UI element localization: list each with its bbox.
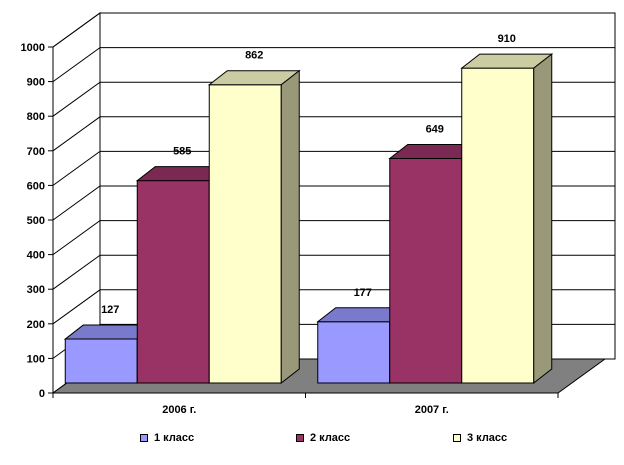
legend-swatch <box>296 434 304 442</box>
x-axis-ticks: 2006 г. 2007 г. <box>52 392 559 416</box>
bar-side <box>280 69 300 385</box>
bar-side <box>533 53 553 385</box>
gridline <box>52 47 615 83</box>
gridline <box>52 12 615 48</box>
data-label: 862 <box>245 50 263 62</box>
legend-item: 2 класс <box>296 432 350 444</box>
bar <box>460 53 554 385</box>
y-tick-label: 300 <box>27 284 45 296</box>
data-label: 649 <box>426 123 444 135</box>
legend-item: 1 класс <box>140 432 194 444</box>
chart-bars <box>63 53 554 385</box>
y-tick-label: 500 <box>27 215 45 227</box>
data-labels: 127 585 862 177 649 910 <box>101 33 516 316</box>
legend-label: 3 класс <box>467 432 508 444</box>
y-tick-label: 900 <box>27 77 45 89</box>
y-tick-label: 600 <box>27 180 45 192</box>
chart-legend: 1 класс 2 класс 3 класс <box>0 432 624 452</box>
y-tick-label: 100 <box>27 353 45 365</box>
y-tick-label: 200 <box>27 319 45 331</box>
data-label: 177 <box>354 287 372 299</box>
x-tick-label: 2006 г. <box>162 404 196 416</box>
data-label: 585 <box>173 146 191 158</box>
bar-front <box>208 84 282 384</box>
chart-canvas: 0 100 200 300 400 500 600 700 800 900 1000 2006 г.… <box>21 12 616 416</box>
bar-front <box>136 180 210 384</box>
legend-label: 2 класс <box>310 432 351 444</box>
legend-swatch <box>140 434 148 442</box>
gridline <box>52 116 615 152</box>
bar-front <box>389 157 463 384</box>
y-tick-label: 700 <box>27 146 45 158</box>
legend-swatch <box>453 434 461 442</box>
bar-front <box>461 67 535 384</box>
y-axis-ticks: 0 100 200 300 400 500 600 700 800 900 1000 <box>21 42 54 400</box>
legend-label: 1 класс <box>154 432 195 444</box>
y-tick-label: 1000 <box>21 42 45 54</box>
data-label: 127 <box>101 304 119 316</box>
bar-front <box>317 321 391 384</box>
legend-item: 3 класс <box>453 432 507 444</box>
bar <box>207 69 301 385</box>
x-tick-label: 2007 г. <box>415 404 449 416</box>
data-label: 910 <box>498 33 516 45</box>
bar-front <box>64 338 138 384</box>
gridline <box>52 81 615 117</box>
y-tick-label: 800 <box>27 111 45 123</box>
y-tick-label: 400 <box>27 250 45 262</box>
y-tick-label: 0 <box>39 388 45 400</box>
